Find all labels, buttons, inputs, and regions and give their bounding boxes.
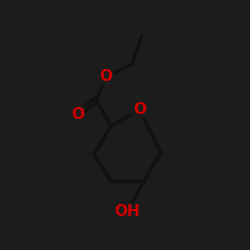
- Text: O: O: [133, 102, 146, 117]
- Text: OH: OH: [114, 204, 140, 220]
- Text: O: O: [100, 69, 112, 84]
- Text: O: O: [71, 107, 84, 122]
